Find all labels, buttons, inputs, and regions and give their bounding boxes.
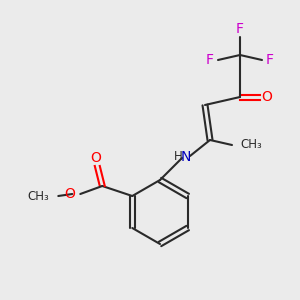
Text: F: F	[266, 53, 274, 67]
Text: O: O	[262, 90, 272, 104]
Text: O: O	[64, 187, 75, 201]
Text: CH₃: CH₃	[240, 139, 262, 152]
Text: O: O	[90, 151, 101, 165]
Text: N: N	[181, 150, 191, 164]
Text: H: H	[174, 151, 182, 164]
Text: CH₃: CH₃	[28, 190, 49, 202]
Text: F: F	[206, 53, 214, 67]
Text: F: F	[236, 22, 244, 36]
